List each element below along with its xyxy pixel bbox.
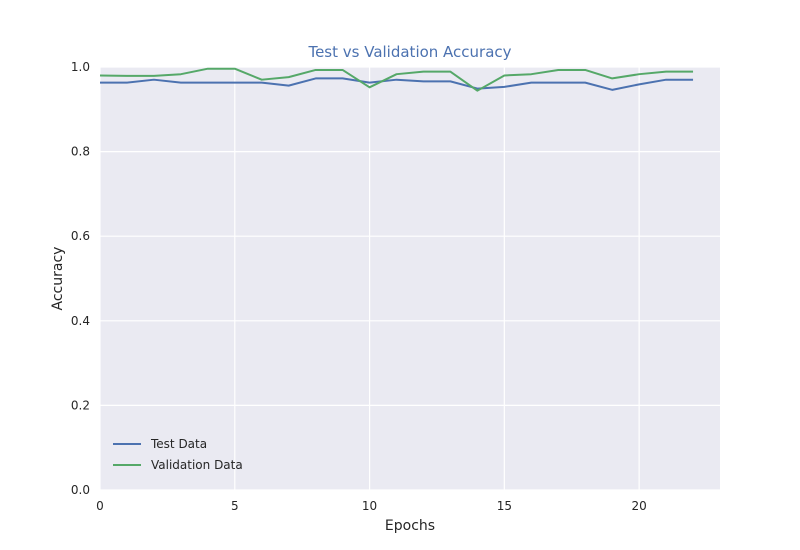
y-tick-label: 0.0 xyxy=(71,483,90,497)
legend-label: Validation Data xyxy=(151,458,243,472)
y-tick-label: 0.2 xyxy=(71,398,90,412)
y-tick-label: 0.4 xyxy=(71,314,90,328)
legend-label: Test Data xyxy=(150,437,207,451)
y-tick-label: 0.6 xyxy=(71,229,90,243)
plot-area xyxy=(100,67,720,490)
x-tick-label: 5 xyxy=(231,499,239,513)
y-tick-label: 0.8 xyxy=(71,145,90,159)
y-axis-title: Accuracy xyxy=(50,247,66,311)
x-tick-label: 20 xyxy=(631,499,646,513)
x-tick-label: 15 xyxy=(497,499,512,513)
legend: Test Data Validation Data xyxy=(113,437,243,472)
y-tick-label: 1.0 xyxy=(71,60,90,74)
grid xyxy=(99,66,720,491)
chart-title: Test vs Validation Accuracy xyxy=(307,43,511,61)
x-tick-label: 0 xyxy=(96,499,104,513)
series-lines xyxy=(99,67,694,92)
series-line-2 xyxy=(99,67,694,92)
x-axis-title: Epochs xyxy=(385,518,435,534)
series-line-1 xyxy=(100,77,694,91)
x-tick-label: 10 xyxy=(362,499,377,513)
tick-labels: 0 5 10 15 20 0.0 0.2 0.4 0.6 0.8 1.0 xyxy=(71,60,647,513)
